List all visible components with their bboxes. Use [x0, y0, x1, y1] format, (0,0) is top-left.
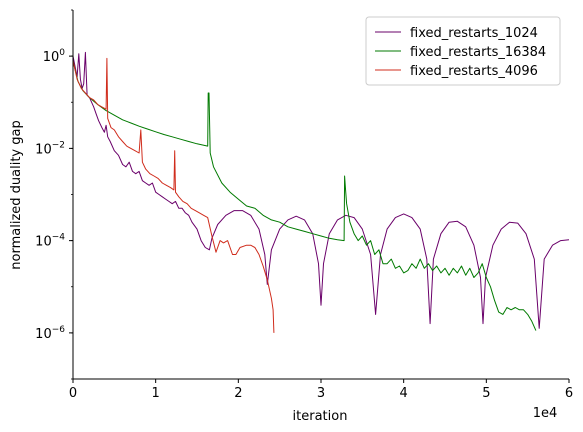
- series-line-fixed_restarts_4096: [72, 57, 275, 333]
- y-tick-label: 10−6: [35, 325, 65, 342]
- legend-label: fixed_restarts_4096: [410, 64, 538, 79]
- x-tick-label: 4: [400, 386, 408, 401]
- y-tick-label: 100: [43, 48, 66, 65]
- series-line-fixed_restarts_16384: [72, 60, 537, 331]
- x-tick-label: 2: [234, 386, 242, 401]
- x-axis-label: iteration: [293, 409, 348, 424]
- legend-label: fixed_restarts_1024: [410, 26, 538, 41]
- x-tick-label: 3: [317, 386, 325, 401]
- legend-label: fixed_restarts_16384: [410, 45, 546, 60]
- y-axis-label: normalized duality gap: [9, 120, 24, 269]
- x-tick-label: 0: [69, 386, 77, 401]
- series-line-fixed_restarts_1024: [72, 51, 570, 329]
- x-tick-label: 1: [152, 386, 160, 401]
- y-tick-label: 10−2: [35, 140, 65, 157]
- x-scale-label: 1e4: [533, 406, 558, 421]
- series-layer: [72, 51, 570, 333]
- ticks-layer: 0 1 2 3 4 5 6 100 10−2 10−4 10−6: [35, 9, 573, 401]
- legend: fixed_restarts_1024 fixed_restarts_16384f…: [365, 16, 561, 86]
- legend-box: [365, 16, 561, 86]
- y-tick-label: 10−4: [35, 233, 65, 250]
- x-tick-label: 6: [565, 386, 573, 401]
- x-tick-label: 5: [482, 386, 490, 401]
